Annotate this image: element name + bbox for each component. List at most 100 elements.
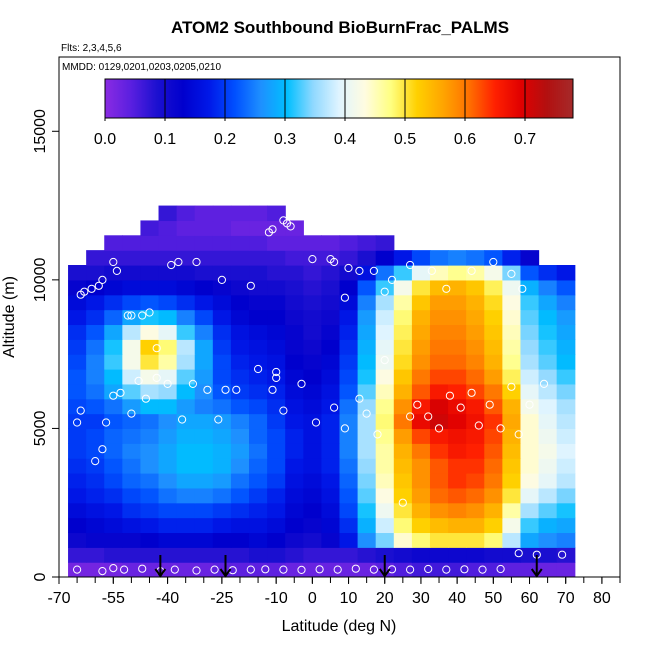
heatmap-cell: [230, 428, 250, 444]
heatmap-cell: [285, 294, 304, 311]
heatmap-cell: [68, 339, 87, 355]
heatmap-cell: [68, 532, 87, 548]
sample-point: [279, 565, 288, 574]
heatmap-cell: [556, 265, 576, 281]
heatmap-cell: [158, 547, 178, 563]
heatmap-cell: [321, 413, 341, 430]
heatmap-cell: [249, 383, 268, 400]
flight-marker-arrow: [154, 555, 167, 578]
heatmap-cell: [502, 398, 522, 415]
heatmap-cell: [538, 562, 558, 577]
heatmap-cell: [411, 265, 431, 281]
sample-point: [496, 564, 505, 574]
heatmap-cell: [158, 532, 178, 548]
heatmap-cell: [158, 235, 178, 251]
heatmap-cell: [520, 398, 540, 415]
sample-point: [192, 566, 201, 575]
heatmap-cell: [267, 354, 286, 370]
heatmap-cell: [176, 562, 196, 577]
heatmap-cell: [375, 487, 395, 504]
heatmap-cell: [249, 309, 268, 326]
colorbar-tick-label: 0.2: [214, 131, 236, 148]
heatmap-cell: [285, 398, 304, 415]
heatmap-cell: [448, 547, 467, 563]
heatmap-cell: [538, 324, 558, 340]
heatmap-cell: [484, 473, 503, 489]
heatmap-cell: [158, 339, 178, 355]
heatmap-cell: [267, 205, 286, 222]
heatmap-cell: [484, 324, 503, 340]
heatmap-cell: [194, 279, 214, 296]
heatmap-cell: [556, 502, 576, 519]
heatmap-cell: [339, 250, 359, 266]
heatmap-cell: [267, 339, 286, 355]
heatmap-cell: [357, 443, 377, 459]
heatmap-cell: [68, 487, 87, 504]
heatmap-cell: [411, 354, 431, 370]
heatmap-cell: [429, 369, 449, 385]
x-tick-label: 30: [412, 590, 430, 607]
heatmap-cell: [411, 473, 431, 489]
sample-point: [333, 565, 342, 574]
heatmap-cell: [86, 562, 105, 577]
sample-point: [514, 430, 523, 439]
heatmap-cell: [212, 250, 232, 266]
x-tick-label: 40: [448, 590, 466, 607]
x-tick-label: -55: [102, 590, 125, 607]
heatmap-cell: [538, 428, 558, 444]
heatmap-cell: [538, 339, 558, 355]
heatmap-cell: [104, 250, 123, 266]
heatmap-cell: [158, 309, 178, 326]
heatmap-cell: [122, 428, 142, 444]
sample-point: [94, 281, 103, 290]
heatmap-cell: [466, 250, 485, 266]
heatmap-cell: [122, 547, 142, 563]
flight-marker-arrow: [219, 555, 232, 578]
heatmap-cell: [357, 279, 377, 296]
sample-point: [311, 418, 321, 427]
sample-point: [73, 565, 82, 574]
heatmap-cell: [285, 473, 304, 489]
heatmap-cell: [212, 324, 232, 340]
heatmap-cell: [212, 279, 232, 296]
heatmap-cell: [249, 517, 268, 534]
heatmap-cell: [375, 324, 395, 340]
heatmap-cell: [285, 413, 304, 430]
sample-point: [380, 287, 389, 296]
heatmap-cell: [538, 354, 558, 370]
sample-point: [485, 400, 494, 409]
heatmap-cell: [357, 473, 377, 489]
heatmap-cell: [158, 294, 178, 311]
heatmap-cell: [520, 339, 540, 355]
heatmap-cell: [285, 339, 304, 355]
heatmap-cell: [285, 324, 304, 340]
heatmap-cell: [68, 428, 87, 444]
heatmap-cell: [556, 517, 576, 534]
heatmap-cell: [86, 443, 105, 459]
heatmap-cell: [339, 354, 359, 370]
x-tick-label: -40: [156, 590, 179, 607]
sample-point: [272, 367, 281, 377]
heatmap-cell: [466, 324, 485, 340]
heatmap-cell: [267, 398, 286, 415]
sample-point: [188, 379, 197, 388]
heatmap-cell: [212, 398, 232, 415]
heatmap-cell: [484, 309, 503, 326]
heatmap-cell: [429, 428, 449, 444]
heatmap-cell: [104, 443, 123, 459]
sample-point: [445, 391, 454, 400]
heatmap-cell: [285, 562, 304, 577]
heatmap-cell: [249, 220, 268, 236]
heatmap-cell: [357, 487, 377, 504]
x-tick-label: 20: [376, 590, 394, 607]
heatmap-cell: [393, 532, 413, 548]
heatmap-cell: [230, 487, 250, 504]
heatmap-cell: [556, 413, 576, 430]
heatmap-cell: [393, 250, 413, 266]
heatmap-cell: [556, 398, 576, 415]
heatmap-cell: [375, 309, 395, 326]
heatmap-cell: [448, 413, 467, 430]
heatmap-cell: [321, 339, 341, 355]
chart-title: ATOM2 Southbound BioBurnFrac_PALMS: [170, 18, 510, 37]
heatmap-cell: [267, 235, 286, 251]
